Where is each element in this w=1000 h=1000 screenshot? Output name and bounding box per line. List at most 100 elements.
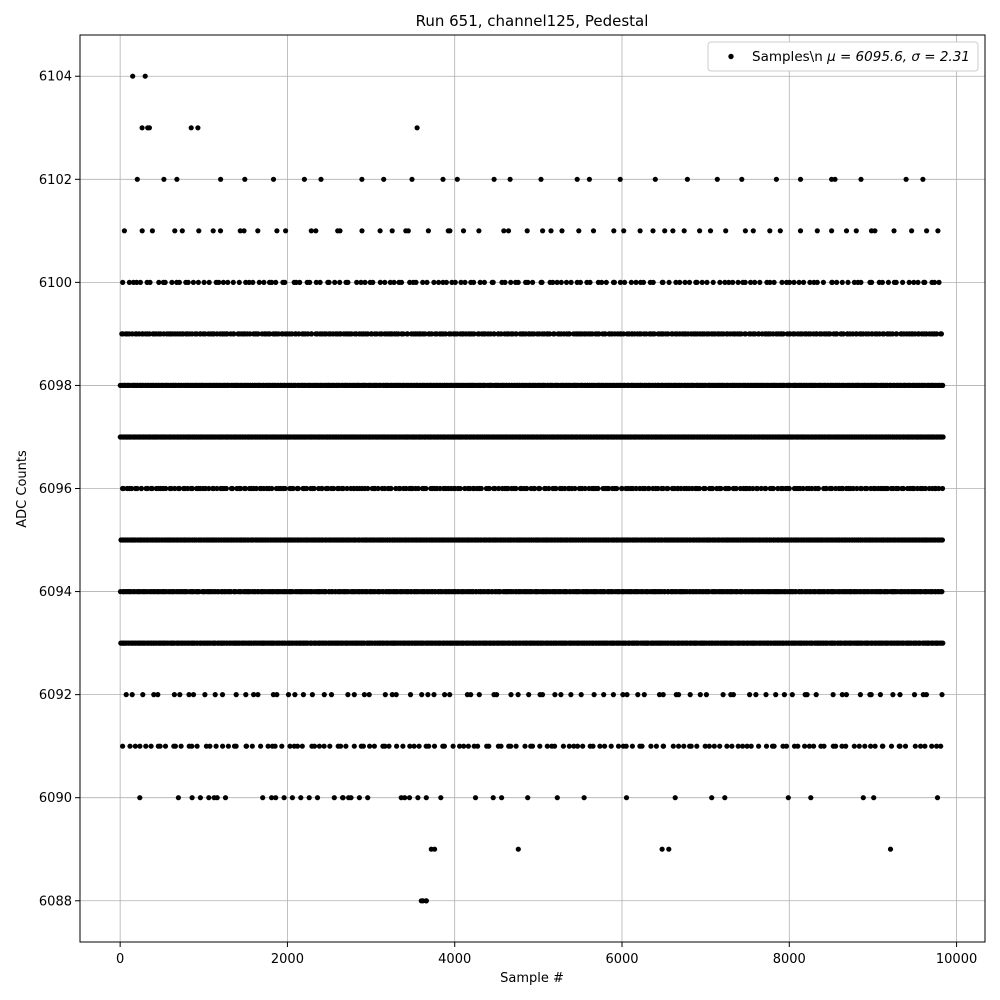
data-point	[220, 279, 226, 285]
data-point	[530, 279, 536, 285]
data-point	[829, 485, 835, 492]
data-point	[311, 743, 318, 749]
data-point	[640, 279, 647, 285]
data-point	[747, 692, 753, 698]
data-point	[897, 743, 903, 749]
data-point	[900, 485, 907, 492]
data-point	[476, 692, 482, 698]
data-point	[802, 743, 808, 749]
data-point	[120, 743, 126, 749]
data-point	[722, 795, 728, 801]
data-point	[706, 743, 712, 749]
data-point	[676, 692, 682, 698]
data-point	[508, 692, 514, 698]
data-point	[447, 228, 453, 234]
data-point	[624, 692, 630, 698]
data-point	[391, 279, 397, 285]
data-point	[242, 485, 248, 492]
data-point	[887, 846, 894, 852]
data-point	[539, 279, 545, 285]
data-point	[431, 743, 438, 749]
data-point	[407, 743, 413, 749]
data-point	[641, 692, 647, 698]
data-point	[314, 795, 321, 801]
data-point	[139, 125, 145, 131]
data-point	[591, 692, 597, 698]
data-point	[918, 743, 924, 749]
data-point	[365, 485, 371, 492]
data-point	[478, 485, 484, 492]
data-point	[327, 743, 333, 749]
data-point	[472, 795, 479, 801]
data-point	[345, 279, 351, 285]
data-point	[502, 279, 508, 285]
data-point	[281, 795, 287, 801]
data-point	[610, 692, 617, 698]
data-point	[860, 795, 866, 801]
data-point	[851, 743, 857, 749]
data-point	[912, 743, 918, 749]
data-point	[311, 485, 317, 492]
data-point	[145, 125, 151, 131]
data-point	[843, 692, 850, 698]
data-point	[344, 485, 350, 492]
data-point	[796, 279, 802, 285]
data-point	[858, 279, 864, 285]
data-point	[201, 279, 207, 285]
data-point	[581, 795, 587, 801]
data-point	[839, 692, 845, 698]
data-point	[243, 743, 250, 749]
data-point	[611, 228, 617, 234]
data-point	[289, 795, 295, 801]
chart-title: Run 651, channel125, Pedestal	[416, 12, 649, 30]
data-point	[911, 692, 918, 698]
data-point	[409, 176, 415, 182]
data-point	[490, 795, 496, 801]
data-point	[681, 743, 687, 749]
data-point	[195, 279, 201, 285]
data-point	[351, 743, 357, 749]
data-point	[897, 692, 903, 698]
data-point	[608, 743, 614, 749]
data-point	[730, 279, 736, 285]
data-point	[763, 485, 769, 492]
data-point	[406, 795, 413, 801]
data-point	[246, 279, 252, 285]
data-point	[738, 331, 744, 337]
data-point	[660, 485, 666, 492]
data-point	[269, 279, 275, 285]
data-point	[940, 434, 946, 440]
data-point	[247, 331, 253, 337]
data-point	[415, 795, 421, 801]
data-point	[688, 743, 694, 749]
data-point	[575, 743, 581, 749]
data-point	[261, 279, 267, 285]
data-point	[400, 743, 406, 749]
data-point	[317, 279, 323, 285]
data-point	[595, 485, 601, 492]
data-point	[629, 743, 636, 749]
data-point	[538, 176, 544, 182]
data-point	[375, 485, 381, 492]
data-point	[231, 331, 237, 337]
data-point	[622, 279, 628, 285]
legend: Samples\n μ = 6095.6, σ = 2.31	[707, 41, 979, 72]
data-point	[763, 743, 770, 749]
data-point	[452, 279, 458, 285]
data-point	[724, 743, 730, 749]
data-point	[539, 692, 546, 698]
data-point	[471, 279, 477, 285]
data-point	[161, 176, 167, 182]
data-point	[524, 228, 530, 234]
data-point	[934, 331, 940, 337]
data-point	[773, 692, 779, 698]
data-point	[744, 743, 750, 749]
data-point	[140, 692, 146, 698]
data-point	[420, 898, 426, 904]
data-point	[834, 331, 840, 337]
data-point	[558, 279, 564, 285]
data-point	[206, 279, 212, 285]
data-point	[138, 485, 144, 492]
data-point	[366, 692, 372, 698]
data-point	[730, 692, 737, 698]
